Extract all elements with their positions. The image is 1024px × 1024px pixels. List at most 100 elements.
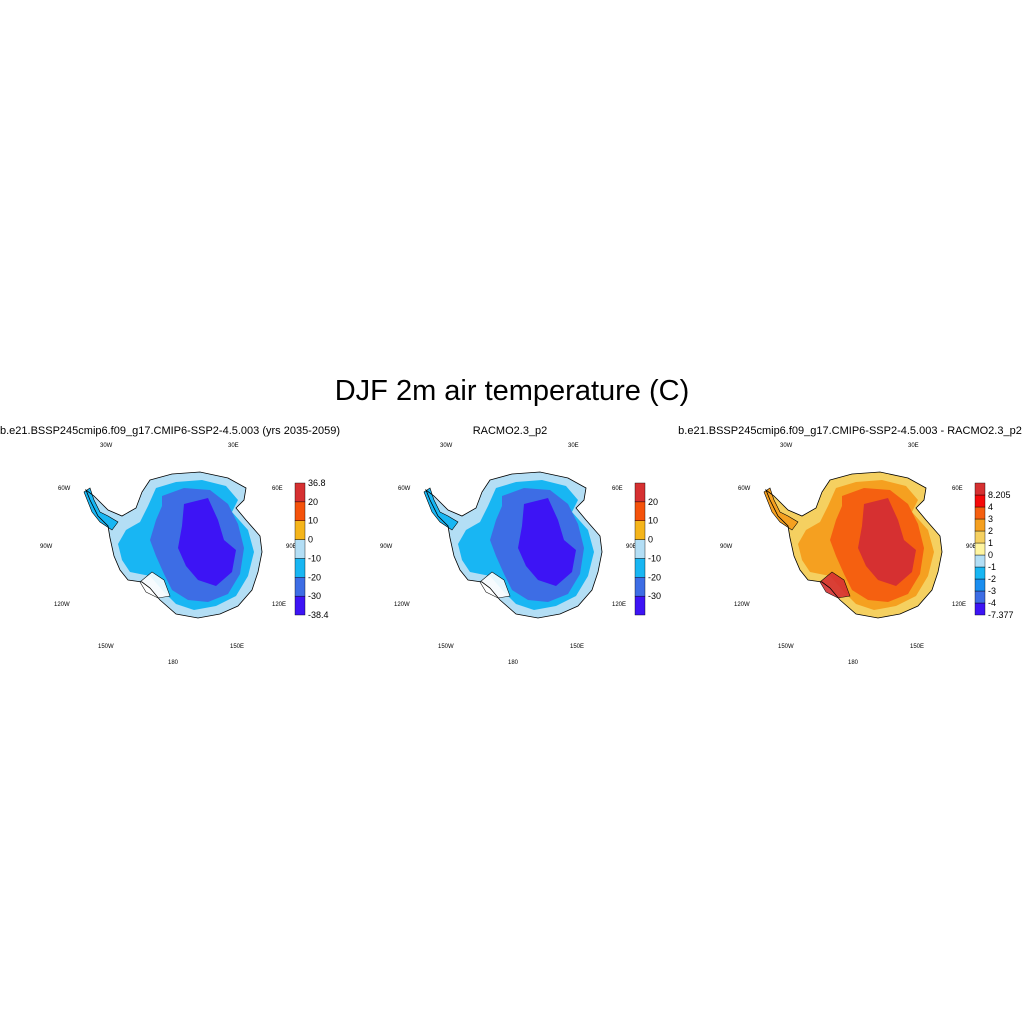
colorbar-tick-label: 0 <box>648 535 653 545</box>
longitude-label: 150W <box>778 644 794 650</box>
colorbar-tick-label: -20 <box>648 572 661 582</box>
coastline <box>765 471 943 619</box>
colorbar-swatch <box>974 554 986 568</box>
colorbar-swatch <box>294 482 306 503</box>
colorbar-tick-label: -2 <box>988 574 996 584</box>
colorbar-swatch <box>634 577 646 597</box>
longitude-label: 150W <box>438 644 454 650</box>
colorbar-swatch <box>294 539 306 559</box>
colorbar-swatch <box>974 590 986 604</box>
core-zone <box>178 498 236 586</box>
colorbar-tick-label: 3 <box>988 514 993 524</box>
colorbar-tick-label: -10 <box>308 553 321 563</box>
longitude-label: 120E <box>612 602 626 608</box>
colorbar-swatch <box>634 520 646 540</box>
colorbar-swatch <box>634 482 646 503</box>
figure-title: DJF 2m air temperature (C) <box>334 375 690 407</box>
core-zone <box>518 498 576 586</box>
ice-shelf <box>139 571 171 599</box>
panel-title: b.e21.BSSP245cmip6.f09_g17.CMIP6-SSP2-4.… <box>0 425 340 437</box>
longitude-label: 60E <box>612 486 623 492</box>
colorbar-tick-label: -4 <box>988 598 996 608</box>
colorbar-swatch <box>974 578 986 592</box>
colorbar-tick-label: 36.8 <box>308 478 326 488</box>
longitude-label: 30E <box>228 443 239 449</box>
longitude-label: 90W <box>40 544 53 550</box>
antarctica-map: 30W 30E 60W 60E 90W 90E 120W 120E 150W 150E 180 -38… <box>40 443 329 666</box>
colorbar-tick-label: -30 <box>308 591 321 601</box>
colorbar-tick-label: 10 <box>648 516 658 526</box>
longitude-label: 60E <box>272 486 283 492</box>
colorbar-swatch <box>634 501 646 521</box>
colorbar-tick-label: 4 <box>988 502 993 512</box>
colorbar-tick-label: 8.205 <box>988 490 1011 500</box>
longitude-label: 120W <box>394 602 410 608</box>
colorbar-swatch <box>634 558 646 578</box>
colorbar-swatch <box>974 530 986 544</box>
longitude-label: 180 <box>168 660 179 666</box>
longitude-label: 90W <box>720 544 733 550</box>
longitude-label: 90E <box>286 544 297 550</box>
ice-shelf <box>479 571 511 599</box>
panel-racmo: RACMO2.3_p2 30W 30E 60W 60E 90W 90E 120W 120E 15… <box>340 424 680 674</box>
colorbar-swatch <box>974 482 986 496</box>
colorbar-swatch <box>974 602 986 616</box>
colorbar-tick-label: 10 <box>308 516 318 526</box>
colorbar-tick-label: 2 <box>988 526 993 536</box>
colorbar-swatch <box>974 494 986 508</box>
longitude-label: 30W <box>440 443 453 449</box>
longitude-label: 120W <box>54 602 70 608</box>
longitude-label: 120E <box>952 602 966 608</box>
coastline <box>425 471 603 619</box>
coastline <box>85 471 263 619</box>
longitude-label: 120W <box>734 602 750 608</box>
longitude-label: 30W <box>780 443 793 449</box>
colorbar-tick-label: -30 <box>648 591 661 601</box>
colorbar-tick-label: 0 <box>308 535 313 545</box>
panel-title: b.e21.BSSP245cmip6.f09_g17.CMIP6-SSP2-4.… <box>678 425 1022 437</box>
longitude-label: 60E <box>952 486 963 492</box>
longitude-label: 90E <box>626 544 637 550</box>
longitude-label: 150W <box>98 644 114 650</box>
colorbar-tick-label: 20 <box>308 497 318 507</box>
colorbar-tick-label: -20 <box>308 572 321 582</box>
colorbar-swatch <box>634 539 646 559</box>
panel-difference: b.e21.BSSP245cmip6.f09_g17.CMIP6-SSP2-4.… <box>678 424 1022 674</box>
longitude-label: 180 <box>508 660 519 666</box>
colorbar-swatch <box>974 506 986 520</box>
longitude-label: 90W <box>380 544 393 550</box>
colorbar-swatch <box>974 518 986 532</box>
colorbar-tick-label: -3 <box>988 586 996 596</box>
core-zone <box>858 498 916 586</box>
colorbar-swatch <box>294 558 306 578</box>
colorbar-tick-label: 1 <box>988 538 993 548</box>
colorbar-swatch <box>974 542 986 556</box>
colorbar-swatch <box>294 595 306 616</box>
colorbar-tick-label: -10 <box>648 553 661 563</box>
longitude-label: 150E <box>570 644 584 650</box>
colorbar-swatch <box>634 595 646 616</box>
longitude-label: 30E <box>908 443 919 449</box>
longitude-label: 30E <box>568 443 579 449</box>
longitude-label: 150E <box>910 644 924 650</box>
longitude-label: 150E <box>230 644 244 650</box>
longitude-label: 90E <box>966 544 977 550</box>
longitude-label: 30W <box>100 443 113 449</box>
longitude-label: 60W <box>738 486 751 492</box>
longitude-label: 180 <box>848 660 859 666</box>
colorbar-swatch <box>294 520 306 540</box>
antarctica-map: 30W 30E 60W 60E 90W 90E 120W 120E 150W 150E 180 -7.… <box>720 443 1014 666</box>
longitude-label: 60W <box>58 486 71 492</box>
longitude-label: 60W <box>398 486 411 492</box>
colorbar-tick-label: -7.377 <box>988 610 1014 620</box>
panel-title: RACMO2.3_p2 <box>472 425 548 437</box>
longitude-label: 120E <box>272 602 286 608</box>
ice-shelf <box>819 571 851 599</box>
colorbar-swatch <box>294 501 306 521</box>
panel-model: b.e21.BSSP245cmip6.f09_g17.CMIP6-SSP2-4.… <box>0 424 340 674</box>
colorbar-tick-label: -1 <box>988 562 996 572</box>
colorbar-swatch <box>294 577 306 597</box>
colorbar-tick-label: -38.4 <box>308 610 329 620</box>
antarctica-map: 30W 30E 60W 60E 90W 90E 120W 120E 150W 150E 180 -30… <box>380 443 661 666</box>
colorbar-swatch <box>974 566 986 580</box>
